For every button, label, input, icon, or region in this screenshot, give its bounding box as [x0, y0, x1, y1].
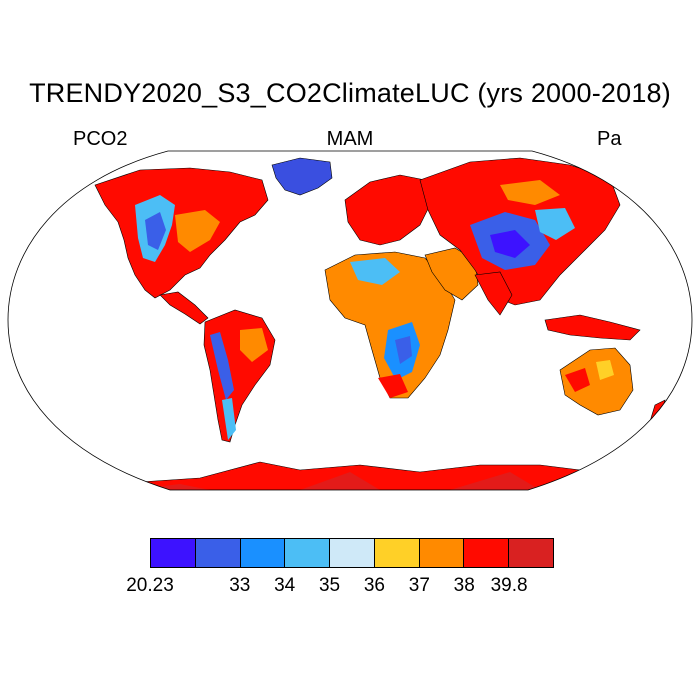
units-label: Pa	[597, 128, 622, 150]
region-sa-east	[240, 328, 268, 362]
region-sa-andes	[222, 398, 236, 440]
region-australia-yellow	[596, 360, 614, 380]
region-australia	[559, 347, 634, 416]
region-africa-sahara-blue	[350, 258, 400, 285]
region-south-asia	[474, 271, 513, 316]
colorbar-box	[240, 539, 286, 567]
region-greenland	[271, 157, 333, 196]
colorbar-label: 34	[274, 575, 296, 596]
region-asia-core	[490, 230, 530, 258]
region-na-core	[145, 212, 166, 250]
plot-title: TRENDY2020_S3_CO2ClimateLUC (yrs 2000-20…	[29, 78, 671, 108]
colorbar-label: 37	[408, 575, 430, 596]
colorbar-label: 36	[363, 575, 386, 596]
colorbar-label: 20.23	[126, 575, 174, 596]
colorbar-box	[195, 539, 241, 567]
region-maritime-asia	[544, 314, 641, 341]
variable-label: PCO2	[73, 128, 128, 150]
region-antarctica-dark	[130, 472, 540, 490]
region-australia-red	[565, 368, 590, 392]
region-sa-west	[210, 332, 234, 400]
colorbar-box	[374, 539, 420, 567]
colorbar-box	[509, 539, 554, 567]
colorbar-box	[330, 539, 375, 567]
colorbar-label: 33	[229, 575, 251, 596]
region-asia-north-orange	[500, 180, 560, 205]
region-middle-east	[424, 247, 479, 301]
region-europe	[344, 174, 431, 246]
colorbar-label: 39.8	[490, 575, 528, 596]
region-na-east	[175, 210, 220, 252]
region-central-america	[159, 291, 209, 325]
region-africa	[324, 251, 456, 399]
region-new-zealand	[647, 399, 666, 429]
colorbar-label: 35	[318, 575, 341, 596]
season-label: MAM	[326, 128, 374, 150]
region-africa-south-red	[378, 374, 408, 398]
colorbar-box	[285, 539, 331, 567]
colorbar-box	[419, 539, 465, 567]
colorbar-box	[151, 539, 196, 567]
region-africa-central-core	[395, 336, 412, 364]
colorbar-box	[464, 539, 510, 567]
colorbar	[150, 538, 554, 568]
map-outline	[7, 150, 693, 491]
region-asia-east-light	[535, 208, 575, 240]
region-south-america	[203, 309, 276, 443]
colorbar-label: 38	[453, 575, 475, 596]
